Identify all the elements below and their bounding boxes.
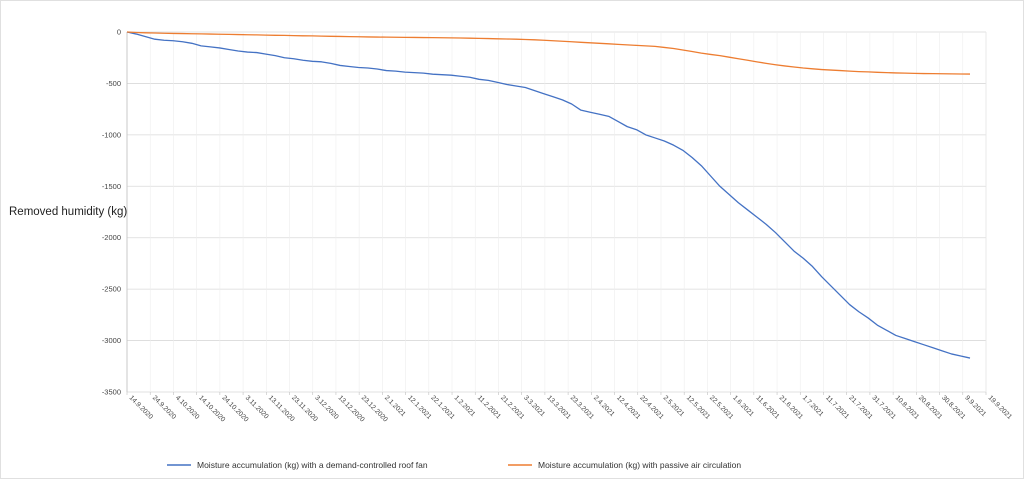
legend-item-passive: Moisture accumulation (kg) with passive … [508, 460, 741, 470]
series-lines [126, 31, 971, 359]
y-tick-label: -3000 [102, 336, 121, 345]
y-tick-label: 0 [117, 28, 121, 37]
y-tick-label: -3500 [102, 388, 121, 397]
series-line-fan [126, 31, 971, 359]
legend: Moisture accumulation (kg) with a demand… [167, 460, 741, 470]
legend-label-passive: Moisture accumulation (kg) with passive … [538, 460, 741, 470]
y-tick-label: -500 [106, 79, 121, 88]
series-line-passive [126, 31, 971, 75]
axes [126, 32, 987, 395]
legend-item-fan: Moisture accumulation (kg) with a demand… [167, 460, 428, 470]
y-tick-label: -1000 [102, 130, 121, 139]
y-tick-labels: 0 -500 -1000 -1500 -2000 -2500 -3000 -3500 [102, 28, 121, 397]
y-tick-label: -2500 [102, 285, 121, 294]
legend-label-fan: Moisture accumulation (kg) with a demand… [197, 460, 428, 470]
y-tick-label: -2000 [102, 233, 121, 242]
y-tick-label: -1500 [102, 182, 121, 191]
y-axis-label: Removed humidity (kg) [9, 206, 127, 218]
